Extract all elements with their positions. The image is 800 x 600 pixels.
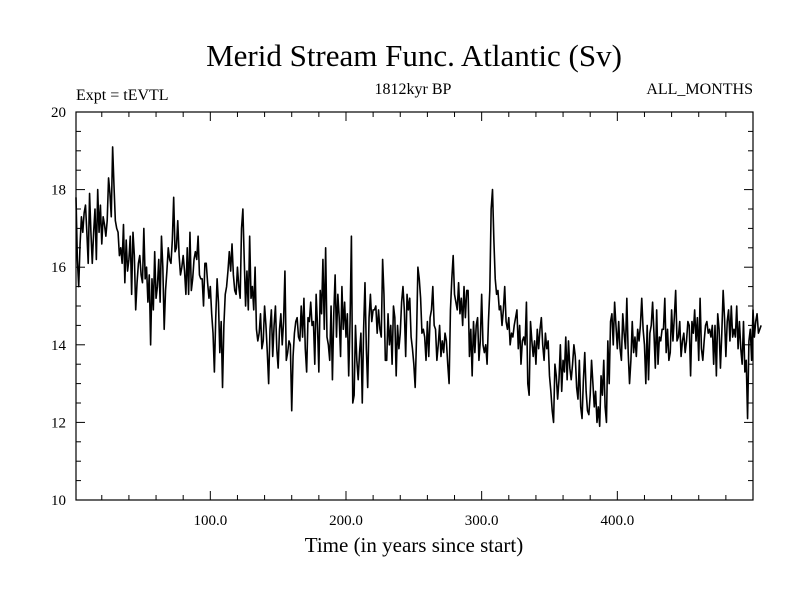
- axis-ticks: [76, 111, 753, 501]
- x-tick-label: 200.0: [329, 513, 363, 529]
- x-tick-label: 400.0: [600, 513, 634, 529]
- series-line: [75, 146, 762, 428]
- y-tick-label: 14: [51, 338, 67, 354]
- x-tick-label: 100.0: [193, 513, 227, 529]
- x-tick-label: 300.0: [465, 513, 499, 529]
- y-tick-label: 18: [51, 183, 66, 199]
- y-tick-label: 10: [51, 493, 66, 509]
- y-tick-label: 12: [51, 415, 66, 431]
- y-tick-label: 16: [51, 260, 67, 276]
- plot-frame: [75, 111, 754, 501]
- chart-subtitle: 1812kyr BP: [375, 81, 452, 98]
- y-tick-label: 20: [51, 105, 66, 121]
- chart-title: Merid Stream Func. Atlantic (Sv): [206, 38, 622, 73]
- experiment-label: Expt = tEVTL: [76, 87, 169, 104]
- x-axis-label: Time (in years since start): [305, 533, 524, 557]
- x-tick-labels: 100.0 200.0 300.0 400.0: [193, 513, 634, 529]
- series-layer: [75, 146, 762, 428]
- months-label: ALL_MONTHS: [646, 81, 753, 98]
- y-tick-labels: 10 12 14 16 18 20: [51, 105, 67, 509]
